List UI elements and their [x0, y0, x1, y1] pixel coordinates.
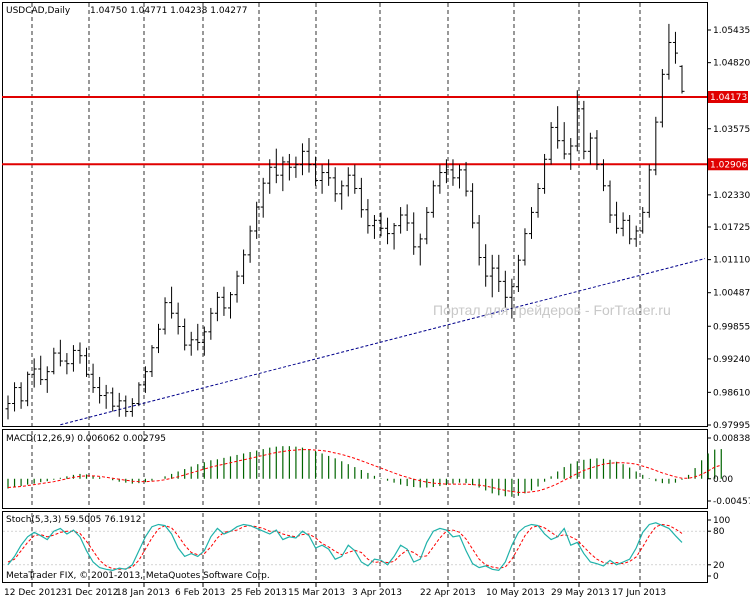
x-tick-label: 18 Jan 2013 [116, 588, 170, 598]
y-tick-label: 1.00487 [713, 289, 750, 299]
stoch-y-tick-label: 80 [713, 527, 725, 537]
price-bars [2, 23, 707, 426]
stoch-main-line [7, 522, 683, 572]
watermark: Портал для трейдеров - ForTrader.ru [433, 302, 671, 318]
header-ohlc-values: 1.04750 1.04771 1.04238 1.04277 [90, 6, 247, 16]
x-tick-label: 6 Feb 2013 [175, 588, 225, 598]
x-tick-label: 22 Apr 2013 [420, 588, 476, 598]
x-tick-label: 17 Jun 2013 [612, 588, 666, 598]
stoch-y-tick-label: 0 [713, 572, 719, 582]
y-tick-label: 1.01725 [713, 223, 750, 233]
macd-y-tick-label: 0.00 [713, 475, 733, 485]
macd-signal-line [7, 449, 722, 493]
y-tick-label: 1.01110 [713, 256, 750, 266]
x-tick-label: 25 Feb 2013 [231, 588, 287, 598]
stoch-y-tick-label: 100 [713, 516, 730, 526]
level-price-label: 1.02906 [710, 160, 747, 170]
x-tick-label: 31 Dec 2012 [61, 588, 119, 598]
y-tick-label: 0.99855 [713, 322, 750, 332]
y-tick-label: 1.04820 [713, 59, 750, 69]
stoch-title: Stoch(5,3,3) 59.5005 76.1912 [6, 515, 141, 525]
copyright-text: MetaTrader FIX, © 2001-2013, MetaQuotes … [6, 571, 270, 581]
y-tick-label: 1.03575 [713, 125, 750, 135]
y-tick-label: 1.05435 [713, 26, 750, 36]
macd-y-tick-label: -0.00457 [713, 497, 750, 507]
header-symbol-timeframe: USDCAD,Daily [6, 6, 71, 16]
stoch-indicator [3, 522, 707, 572]
y-tick-label: 0.98610 [713, 388, 750, 398]
stoch-signal-line [7, 523, 683, 570]
macd-indicator [7, 446, 722, 497]
price-panel-frame [2, 2, 708, 427]
x-tick-label: 15 Mar 2013 [288, 588, 345, 598]
level-price-tag [708, 158, 748, 171]
y-tick-label: 1.02330 [713, 191, 750, 201]
stoch-y-tick-label: 20 [713, 561, 725, 571]
support-trendline [60, 258, 706, 426]
y-tick-label: 0.99240 [713, 355, 750, 365]
x-tick-label: 3 Apr 2013 [352, 588, 402, 598]
macd-title: MACD(12,26,9) 0.006062 0.002795 [6, 434, 166, 444]
level-price-tag [708, 91, 748, 104]
y-tick-label: 0.97995 [713, 421, 750, 431]
stoch-panel-frame [2, 511, 708, 583]
level-price-label: 1.04173 [710, 93, 747, 103]
x-tick-label: 12 Dec 2012 [4, 588, 62, 598]
macd-y-tick-label: 0.00838 [713, 434, 750, 444]
grid-layer [31, 3, 641, 582]
x-tick-label: 10 May 2013 [486, 588, 545, 598]
x-tick-label: 29 May 2013 [551, 588, 610, 598]
